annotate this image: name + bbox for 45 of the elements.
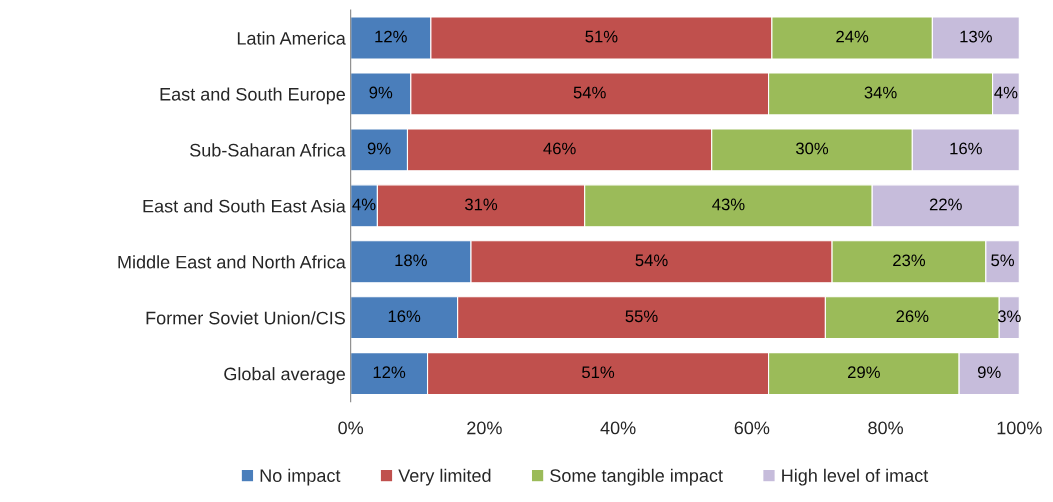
data-label: 34% <box>864 86 897 99</box>
data-label: 23% <box>893 254 926 267</box>
data-label: 46% <box>543 142 576 155</box>
data-label: 3% <box>997 310 1021 323</box>
data-label: 9% <box>367 142 391 155</box>
data-label: 4% <box>994 86 1018 99</box>
x-tick-label: 0% <box>338 421 364 435</box>
y-tick-label: East and South Europe <box>160 87 345 105</box>
data-label: 12% <box>373 366 406 379</box>
data-label: 5% <box>991 254 1015 267</box>
x-tick-label: 80% <box>868 421 903 435</box>
data-label: 4% <box>352 198 376 211</box>
x-tick-label: 100% <box>997 421 1042 435</box>
y-tick-label: Sub-Saharan Africa <box>190 143 346 157</box>
x-tick-label: 20% <box>467 421 502 435</box>
x-tick-label: 40% <box>600 421 636 435</box>
legend-label: Very limited <box>398 468 491 486</box>
data-label: 30% <box>795 142 829 155</box>
data-label: 9% <box>369 86 393 99</box>
data-label: 54% <box>573 86 606 99</box>
data-label: 43% <box>712 198 745 211</box>
data-label: 16% <box>950 142 982 155</box>
data-label: 22% <box>929 198 962 211</box>
data-label: 13% <box>960 30 992 43</box>
data-label: 9% <box>977 366 1001 379</box>
data-label: 24% <box>836 30 869 43</box>
y-tick-label: East and South East Asia <box>143 199 346 213</box>
data-label: 31% <box>464 198 498 211</box>
y-tick-label: Former Soviet Union/CIS <box>146 311 345 325</box>
legend-label: High level of imact <box>782 468 929 486</box>
y-tick-label: Latin America <box>237 31 346 45</box>
data-label: 26% <box>896 310 929 323</box>
legend-label: No impact <box>260 468 341 486</box>
data-label: 51% <box>585 30 618 43</box>
y-tick-label: Middle East and North Africa <box>118 255 346 269</box>
data-label: 18% <box>395 254 427 267</box>
legend-label: Some tangible impact <box>550 468 723 486</box>
data-label: 51% <box>582 366 615 379</box>
data-label: 54% <box>635 254 668 267</box>
data-label: 16% <box>388 310 421 323</box>
data-label: 55% <box>625 310 658 323</box>
data-label: 29% <box>848 366 880 379</box>
y-tick-label: Global average <box>224 367 345 384</box>
data-label: 12% <box>375 30 407 43</box>
x-tick-label: 60% <box>734 421 770 435</box>
